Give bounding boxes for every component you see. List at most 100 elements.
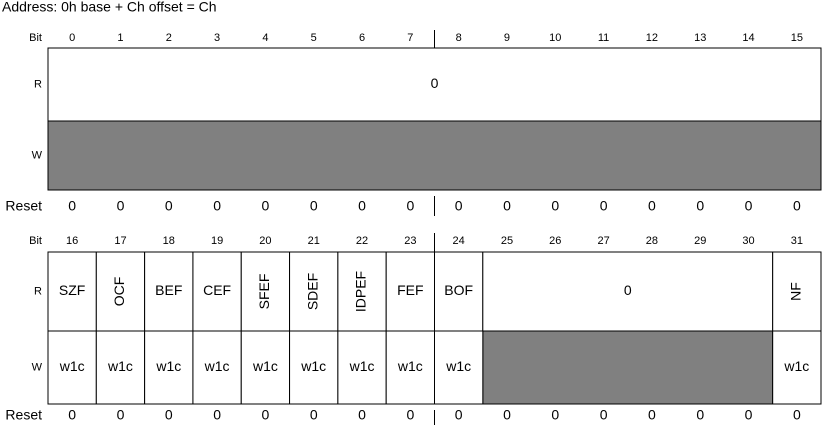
w-cell <box>289 330 339 405</box>
reset-value: 0 <box>455 407 463 423</box>
r-field: BOF <box>444 282 473 298</box>
reset-value: 0 <box>68 407 76 423</box>
reset-value: 0 <box>745 407 753 423</box>
reset-value: 0 <box>503 407 511 423</box>
bit-number: 2 <box>166 32 172 44</box>
r-cell <box>144 251 194 332</box>
r-label: R <box>34 285 42 297</box>
bit-number: 23 <box>404 235 416 247</box>
reserved-area <box>47 120 822 191</box>
w-label: W <box>32 361 43 373</box>
reset-value: 0 <box>455 198 463 214</box>
reset-value: 0 <box>600 407 608 423</box>
r-field: SFEF <box>256 274 272 310</box>
reset-value: 0 <box>117 407 125 423</box>
reset-value: 0 <box>310 198 318 214</box>
bit-number: 4 <box>262 32 268 44</box>
r-cell <box>772 251 822 332</box>
reset-value: 0 <box>68 198 76 214</box>
reset-value: 0 <box>117 198 125 214</box>
reset-value: 0 <box>793 407 801 423</box>
reset-value: 0 <box>745 198 753 214</box>
reset-value: 0 <box>406 407 414 423</box>
reset-value: 0 <box>793 198 801 214</box>
r-cell <box>47 47 822 122</box>
w-field: w1c <box>349 358 375 374</box>
w-cell <box>337 330 387 405</box>
reset-value: 0 <box>551 407 559 423</box>
r-cell <box>385 251 435 332</box>
bit-number: 3 <box>214 32 220 44</box>
bit-number: 30 <box>742 235 754 247</box>
bit-label: Bit <box>29 32 42 44</box>
w-field: w1c <box>300 358 326 374</box>
reset-value: 0 <box>310 407 318 423</box>
r-field: SDEF <box>304 273 320 310</box>
reset-value: 0 <box>600 198 608 214</box>
bit-number: 12 <box>646 32 658 44</box>
reset-label: Reset <box>5 407 42 423</box>
bit-number: 10 <box>549 32 561 44</box>
r-field: FEF <box>397 282 423 298</box>
reset-value: 0 <box>358 407 366 423</box>
r-cell <box>192 251 242 332</box>
w-cell <box>385 330 435 405</box>
bit-number: 26 <box>549 235 561 247</box>
r-label: R <box>34 78 42 90</box>
w-cell <box>434 330 484 405</box>
bit-number: 29 <box>694 235 706 247</box>
bit-number: 1 <box>117 32 123 44</box>
bit-number: 15 <box>791 32 803 44</box>
bit-number: 18 <box>163 235 175 247</box>
w-cell <box>772 330 822 405</box>
r-field: NF <box>788 282 804 301</box>
r-field: 0 <box>624 282 632 298</box>
w-label: W <box>32 149 43 161</box>
reset-value: 0 <box>648 198 656 214</box>
bit-number: 11 <box>598 32 609 44</box>
r-field: 0 <box>431 75 439 91</box>
bit-number: 22 <box>356 235 368 247</box>
reset-value: 0 <box>503 198 511 214</box>
bit-number: 6 <box>359 32 365 44</box>
reset-value: 0 <box>165 407 173 423</box>
r-field: IDPEF <box>353 271 369 312</box>
r-field: SZF <box>59 282 85 298</box>
bit-number: 8 <box>456 32 462 44</box>
reset-value: 0 <box>696 407 704 423</box>
reset-value: 0 <box>213 407 221 423</box>
bit-number: 24 <box>453 235 465 247</box>
reset-value: 0 <box>262 407 270 423</box>
w-field: w1c <box>445 358 471 374</box>
reset-value: 0 <box>551 198 559 214</box>
r-cell <box>240 251 291 332</box>
r-cell <box>434 251 484 332</box>
bit-number: 28 <box>646 235 658 247</box>
w-field: w1c <box>155 358 181 374</box>
bit-number: 20 <box>259 235 271 247</box>
r-field: CEF <box>203 282 231 298</box>
w-field: w1c <box>252 358 278 374</box>
r-field: BEF <box>155 282 182 298</box>
bit-number: 16 <box>66 235 78 247</box>
address: Address: 0h base + Ch offset = Ch <box>2 0 217 15</box>
bit-number: 27 <box>597 235 609 247</box>
bit-number: 5 <box>311 32 317 44</box>
bit-number: 19 <box>211 235 223 247</box>
r-cell <box>482 251 774 332</box>
reset-value: 0 <box>648 407 656 423</box>
reset-value: 0 <box>165 198 173 214</box>
reset-value: 0 <box>213 198 221 214</box>
reserved-area <box>482 330 774 405</box>
bit-number: 0 <box>69 32 75 44</box>
r-field: OCF <box>111 277 127 307</box>
w-field: w1c <box>397 358 423 374</box>
bit-number: 14 <box>742 32 754 44</box>
w-cell <box>95 330 146 405</box>
bit-number: 21 <box>308 235 320 247</box>
w-field: w1c <box>783 358 809 374</box>
reset-label: Reset <box>5 198 42 214</box>
w-field: w1c <box>59 358 85 374</box>
w-field: w1c <box>107 358 133 374</box>
